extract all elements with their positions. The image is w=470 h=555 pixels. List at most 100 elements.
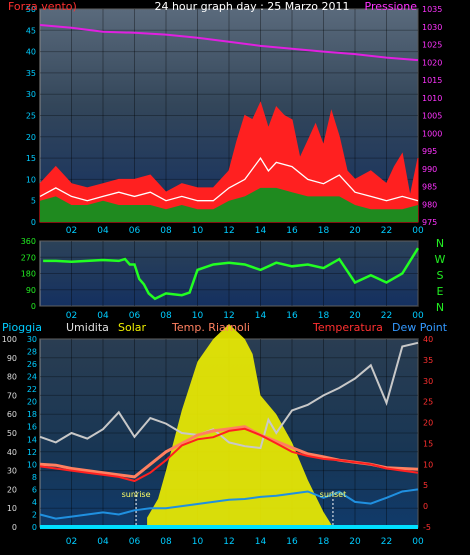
- x-tick-label: 10: [192, 537, 204, 547]
- x-tick-label: 22: [381, 226, 392, 236]
- rain-tick-label: 28: [27, 348, 37, 357]
- humidity-tick-label: 80: [7, 373, 17, 382]
- direction-tick-label: 270: [21, 253, 36, 262]
- rain-tick-label: 16: [27, 423, 37, 432]
- x-tick-label: 08: [160, 226, 172, 236]
- x-tick-label: 12: [223, 226, 234, 236]
- x-tick-label: 06: [129, 537, 141, 547]
- compass-label: N: [436, 301, 444, 314]
- compass-label: W: [435, 253, 446, 266]
- wind-series: [39, 101, 419, 223]
- rain-tick-label: 26: [27, 360, 37, 369]
- rain-tick-label: 2: [32, 510, 37, 519]
- legend-solar: Solar: [118, 321, 147, 334]
- direction-tick-label: 0: [31, 302, 36, 311]
- x-tick-label: 04: [97, 226, 109, 236]
- wind-axis-label: Forza vento): [8, 0, 77, 13]
- x-tick-label: 14: [255, 226, 267, 236]
- direction-tick-label: 360: [21, 237, 36, 246]
- pressure-tick-label: 1000: [422, 129, 442, 138]
- x-tick-label: 14: [255, 311, 267, 321]
- pressure-tick-label: 995: [422, 147, 437, 156]
- wind-tick-label: 35: [26, 69, 36, 78]
- pressure-tick-label: 990: [422, 165, 437, 174]
- x-tick-label: 16: [286, 537, 298, 547]
- temperature-tick-label: 10: [423, 460, 433, 469]
- x-tick-label: 10: [192, 226, 204, 236]
- x-tick-label: 10: [192, 311, 204, 321]
- wind-tick-label: 40: [26, 48, 36, 57]
- x-tick-label: 14: [255, 537, 267, 547]
- x-tick-label: 08: [160, 311, 172, 321]
- x-tick-label: 04: [97, 311, 109, 321]
- humidity-tick-label: 20: [7, 485, 17, 494]
- x-tick-label: 06: [129, 311, 141, 321]
- rain-tick-label: 18: [27, 410, 37, 419]
- pressure-tick-label: 1015: [422, 76, 442, 85]
- pressure-tick-label: 1030: [422, 23, 442, 32]
- rain-tick-label: 6: [32, 485, 37, 494]
- x-tick-label: 16: [286, 226, 298, 236]
- x-tick-label: 00: [412, 311, 424, 321]
- pressure-tick-label: 1025: [422, 41, 442, 50]
- chart-title: 24 hour graph day : 25 Marzo 2011: [154, 0, 349, 13]
- x-tick-label: 20: [349, 311, 361, 321]
- wind-tick-label: 45: [26, 26, 36, 35]
- legend-rain: Pioggia: [2, 321, 42, 334]
- pressure-tick-label: 1010: [422, 94, 442, 103]
- x-tick-label: 18: [318, 537, 330, 547]
- rain-tick-label: 24: [27, 373, 37, 382]
- temperature-tick-label: 15: [423, 439, 433, 448]
- x-tick-label: 02: [66, 311, 77, 321]
- temperature-tick-label: 25: [423, 398, 433, 407]
- pressure-tick-label: 985: [422, 183, 437, 192]
- wind-average-series: [40, 187, 418, 222]
- humidity-tick-label: 40: [7, 448, 17, 457]
- direction-tick-label: 180: [21, 270, 36, 279]
- direction-tick-label: 90: [26, 286, 36, 295]
- temperature-tick-label: 35: [423, 356, 433, 365]
- pressure-tick-label: 1035: [422, 5, 442, 14]
- pressure-axis-label: Pressione: [365, 0, 418, 13]
- wind-gust-series: [39, 156, 419, 202]
- wind-direction-series: [43, 247, 420, 301]
- solar-series: [147, 324, 333, 527]
- sunset-label: sunset: [320, 490, 347, 499]
- x-tick-label: 02: [66, 226, 77, 236]
- humidity-tick-label: 10: [7, 504, 17, 513]
- rain-tick-label: 20: [27, 398, 37, 407]
- pressure-tick-label: 980: [422, 200, 437, 209]
- humidity-tick-label: 30: [7, 467, 17, 476]
- wind-tick-label: 25: [26, 112, 36, 121]
- x-tick-label: 00: [412, 226, 424, 236]
- x-tick-label: 22: [381, 537, 392, 547]
- humidity-tick-label: 60: [7, 410, 17, 419]
- legend-humidity: Umidita: [66, 321, 109, 334]
- pressure-series: [39, 24, 419, 62]
- x-tick-label: 20: [349, 226, 361, 236]
- x-tick-label: 08: [160, 537, 172, 547]
- x-tick-label: 22: [381, 311, 392, 321]
- pressure-tick-label: 975: [422, 218, 437, 227]
- compass-label: E: [437, 285, 444, 298]
- temperature-tick-label: 0: [423, 502, 428, 511]
- wind-tick-label: 10: [26, 175, 36, 184]
- compass-label: N: [436, 237, 444, 250]
- legend-dewpoint: Dew Point: [392, 321, 448, 334]
- wind-tick-label: 0: [31, 218, 36, 227]
- x-tick-label: 20: [349, 537, 361, 547]
- x-tick-label: 12: [223, 311, 234, 321]
- humidity-tick-label: 50: [7, 429, 17, 438]
- wind-tick-label: 30: [26, 90, 36, 99]
- rain-tick-label: 22: [27, 385, 37, 394]
- x-tick-label: 12: [223, 537, 234, 547]
- temperature-tick-label: 40: [423, 335, 433, 344]
- humidity-series: [39, 341, 419, 450]
- temperature-tick-label: -5: [423, 523, 431, 532]
- wind-tick-label: 15: [26, 154, 36, 163]
- rain-tick-label: 14: [27, 435, 37, 444]
- x-tick-label: 04: [97, 537, 109, 547]
- humidity-tick-label: 90: [7, 354, 17, 363]
- temperature-series: [39, 427, 419, 483]
